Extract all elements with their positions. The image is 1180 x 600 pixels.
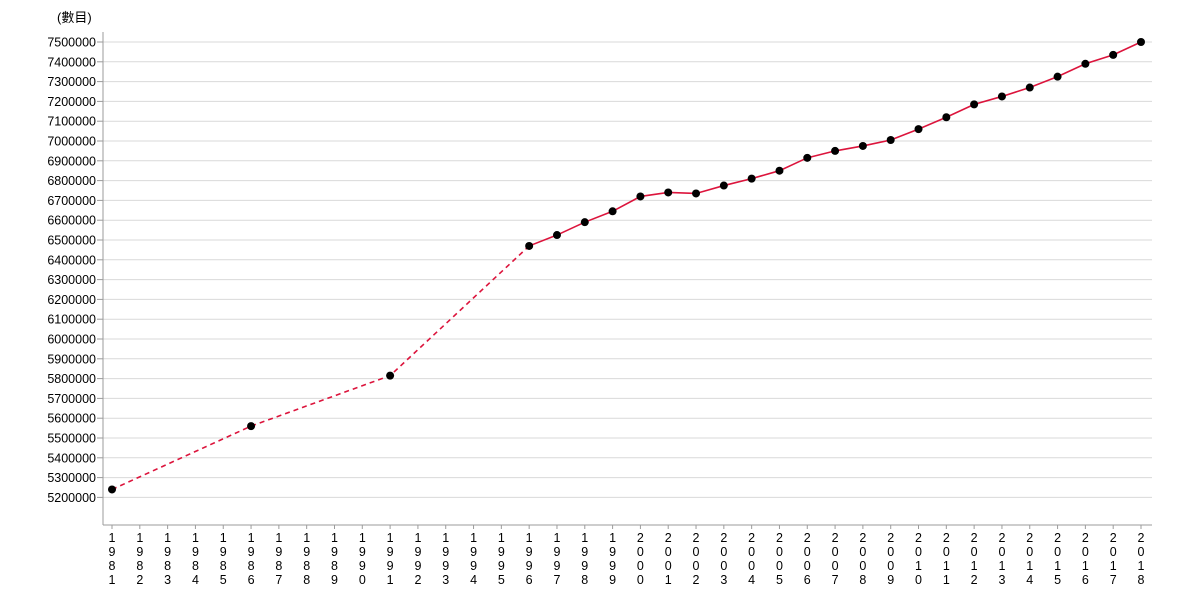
series-line-solid	[528, 41, 1142, 247]
y-axis-unit-label: (數目)	[57, 10, 92, 25]
data-point	[747, 174, 756, 183]
data-point	[108, 485, 116, 494]
y-tick-label: 6300000	[47, 273, 96, 287]
y-tick-label: 7400000	[47, 55, 96, 69]
data-point	[692, 189, 701, 198]
data-point	[942, 113, 951, 122]
data-point	[886, 136, 895, 145]
data-point	[803, 153, 812, 162]
data-point	[831, 146, 840, 155]
data-point	[970, 100, 979, 109]
y-tick-label: 5700000	[47, 392, 96, 406]
y-tick-label: 7200000	[47, 95, 96, 109]
series-line-dashed	[111, 245, 530, 491]
y-tick-label: 5500000	[47, 432, 96, 446]
data-point	[775, 166, 784, 175]
y-tick-label: 6800000	[47, 174, 96, 188]
y-tick-label: 5200000	[47, 491, 96, 505]
y-tick-label: 7300000	[47, 75, 96, 89]
y-tick-label: 6700000	[47, 194, 96, 208]
y-tick-label: 6000000	[47, 333, 96, 347]
data-point	[1025, 83, 1034, 92]
data-point	[997, 92, 1006, 101]
data-point	[914, 125, 923, 134]
y-tick-label: 5600000	[47, 412, 96, 426]
data-point	[552, 231, 561, 240]
y-tick-label: 6500000	[47, 234, 96, 248]
y-tick-label: 6200000	[47, 293, 96, 307]
data-point	[525, 241, 534, 250]
data-point	[1109, 50, 1118, 59]
data-point	[608, 207, 617, 216]
y-tick-label: 5900000	[47, 352, 96, 366]
data-point	[664, 188, 673, 197]
y-tick-label: 7100000	[47, 115, 96, 129]
y-tick-label: 5300000	[47, 471, 96, 485]
y-tick-label: 5400000	[47, 451, 96, 465]
y-tick-label: 7500000	[47, 36, 96, 50]
y-tick-label: 5800000	[47, 372, 96, 386]
data-point	[636, 192, 645, 201]
data-point	[1053, 72, 1062, 81]
data-point	[1081, 59, 1090, 68]
y-tick-label: 6100000	[47, 313, 96, 327]
data-point	[386, 371, 395, 380]
y-tick-label: 6900000	[47, 154, 96, 168]
data-point	[247, 422, 256, 431]
data-point	[580, 218, 589, 227]
data-point	[719, 181, 728, 190]
data-point	[1137, 38, 1145, 46]
data-point	[858, 141, 867, 150]
y-tick-label: 7000000	[47, 135, 96, 149]
y-tick-label: 6400000	[47, 253, 96, 267]
y-tick-label: 6600000	[47, 214, 96, 228]
